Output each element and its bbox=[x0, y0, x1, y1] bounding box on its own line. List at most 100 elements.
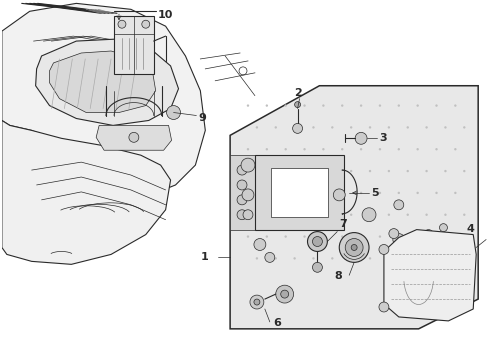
Text: 3: 3 bbox=[378, 133, 386, 143]
Polygon shape bbox=[2, 3, 205, 195]
Circle shape bbox=[453, 148, 456, 150]
Text: 8: 8 bbox=[334, 271, 341, 281]
Circle shape bbox=[264, 252, 274, 262]
Circle shape bbox=[312, 126, 314, 129]
Circle shape bbox=[292, 123, 302, 133]
Circle shape bbox=[322, 235, 324, 238]
Circle shape bbox=[237, 180, 246, 190]
Polygon shape bbox=[36, 39, 178, 125]
Circle shape bbox=[340, 148, 343, 150]
Circle shape bbox=[303, 148, 305, 150]
Circle shape bbox=[303, 235, 305, 238]
Circle shape bbox=[378, 104, 380, 107]
Circle shape bbox=[312, 237, 322, 247]
Circle shape bbox=[392, 234, 404, 246]
Circle shape bbox=[322, 192, 324, 194]
Circle shape bbox=[397, 104, 399, 107]
Polygon shape bbox=[383, 230, 475, 321]
Circle shape bbox=[253, 239, 265, 251]
Circle shape bbox=[129, 132, 139, 142]
Circle shape bbox=[349, 126, 352, 129]
Circle shape bbox=[274, 126, 276, 129]
Circle shape bbox=[378, 192, 380, 194]
Circle shape bbox=[434, 235, 437, 238]
Circle shape bbox=[443, 170, 446, 172]
Circle shape bbox=[330, 170, 333, 172]
Circle shape bbox=[274, 213, 276, 216]
Circle shape bbox=[340, 192, 343, 194]
Polygon shape bbox=[254, 155, 344, 230]
Circle shape bbox=[312, 170, 314, 172]
Circle shape bbox=[166, 105, 180, 120]
Circle shape bbox=[425, 170, 427, 172]
Circle shape bbox=[423, 230, 433, 239]
Circle shape bbox=[237, 165, 246, 175]
Circle shape bbox=[330, 213, 333, 216]
Circle shape bbox=[378, 302, 388, 312]
Circle shape bbox=[241, 158, 254, 172]
Circle shape bbox=[265, 192, 267, 194]
FancyBboxPatch shape bbox=[114, 16, 153, 74]
Circle shape bbox=[378, 235, 380, 238]
Circle shape bbox=[359, 235, 362, 238]
Circle shape bbox=[378, 244, 388, 255]
Circle shape bbox=[265, 104, 267, 107]
Text: 10: 10 bbox=[157, 10, 173, 20]
Circle shape bbox=[453, 104, 456, 107]
Circle shape bbox=[416, 148, 418, 150]
Polygon shape bbox=[96, 125, 171, 150]
Circle shape bbox=[330, 257, 333, 260]
Circle shape bbox=[303, 192, 305, 194]
Circle shape bbox=[330, 126, 333, 129]
Circle shape bbox=[359, 148, 362, 150]
Circle shape bbox=[255, 126, 258, 129]
Circle shape bbox=[322, 148, 324, 150]
Circle shape bbox=[237, 195, 246, 205]
Circle shape bbox=[462, 257, 465, 260]
Circle shape bbox=[359, 104, 362, 107]
Circle shape bbox=[387, 170, 389, 172]
Text: 2: 2 bbox=[294, 87, 302, 98]
Circle shape bbox=[312, 262, 322, 272]
Circle shape bbox=[293, 126, 295, 129]
Circle shape bbox=[246, 148, 249, 150]
Circle shape bbox=[453, 235, 456, 238]
Polygon shape bbox=[230, 155, 254, 230]
Circle shape bbox=[387, 257, 389, 260]
Circle shape bbox=[406, 170, 408, 172]
Circle shape bbox=[425, 213, 427, 216]
Circle shape bbox=[425, 257, 427, 260]
Circle shape bbox=[443, 213, 446, 216]
Circle shape bbox=[265, 148, 267, 150]
Circle shape bbox=[397, 235, 399, 238]
Circle shape bbox=[303, 104, 305, 107]
Circle shape bbox=[443, 126, 446, 129]
Circle shape bbox=[397, 148, 399, 150]
Circle shape bbox=[294, 102, 300, 108]
Circle shape bbox=[340, 235, 343, 238]
Circle shape bbox=[246, 235, 249, 238]
Circle shape bbox=[284, 104, 286, 107]
Circle shape bbox=[397, 192, 399, 194]
Circle shape bbox=[349, 257, 352, 260]
Circle shape bbox=[280, 290, 288, 298]
Polygon shape bbox=[2, 121, 170, 264]
Circle shape bbox=[368, 170, 370, 172]
Circle shape bbox=[434, 104, 437, 107]
Circle shape bbox=[361, 208, 375, 222]
Circle shape bbox=[255, 170, 258, 172]
Circle shape bbox=[284, 192, 286, 194]
Circle shape bbox=[416, 235, 418, 238]
Circle shape bbox=[255, 257, 258, 260]
Circle shape bbox=[393, 200, 403, 210]
Circle shape bbox=[293, 213, 295, 216]
Circle shape bbox=[312, 257, 314, 260]
Text: 4: 4 bbox=[466, 224, 473, 234]
Circle shape bbox=[265, 235, 267, 238]
Circle shape bbox=[406, 126, 408, 129]
Circle shape bbox=[284, 148, 286, 150]
Circle shape bbox=[274, 170, 276, 172]
Circle shape bbox=[246, 104, 249, 107]
Circle shape bbox=[142, 20, 149, 28]
Circle shape bbox=[349, 213, 352, 216]
